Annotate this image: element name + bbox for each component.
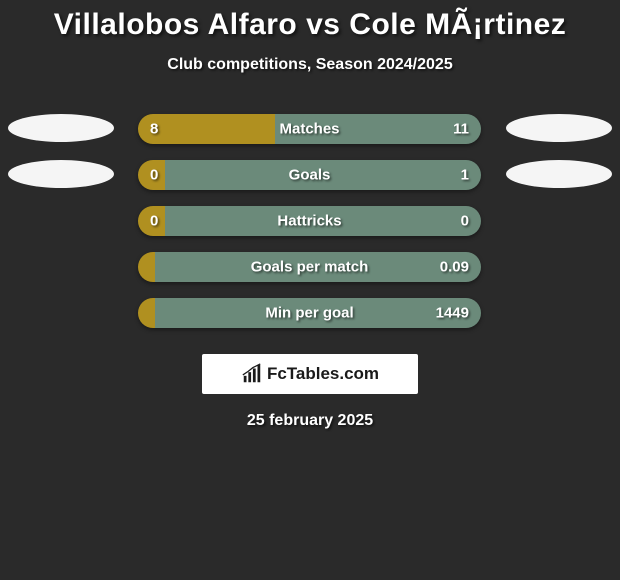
bar-chart-icon [241, 363, 263, 385]
stat-label: Goals per match [251, 259, 369, 276]
stat-row: 1449 Min per goal [0, 292, 620, 338]
stat-value-left: 0 [150, 213, 158, 230]
stat-seg-left [138, 298, 155, 328]
stat-bar: 0 1 Goals [138, 160, 481, 190]
left-team-marker [8, 114, 114, 142]
stat-value-right: 1449 [436, 305, 469, 322]
stat-seg-left: 0 [138, 160, 165, 190]
comparison-card: Villalobos Alfaro vs Cole MÃ¡rtinez Club… [0, 0, 620, 430]
stat-rows: 8 11 Matches 0 1 Goals 0 0 Hattricks 0.09 Goals pe… [0, 108, 620, 338]
stat-label: Min per goal [265, 305, 353, 322]
page-title: Villalobos Alfaro vs Cole MÃ¡rtinez [0, 8, 620, 42]
right-team-marker [506, 160, 612, 188]
stat-row: 8 11 Matches [0, 108, 620, 154]
stat-value-left: 8 [150, 121, 158, 138]
stat-row: 0 0 Hattricks [0, 200, 620, 246]
right-team-marker [506, 114, 612, 142]
stat-label: Matches [279, 121, 339, 138]
left-team-marker [8, 160, 114, 188]
stat-row: 0.09 Goals per match [0, 246, 620, 292]
stat-bar: 0 0 Hattricks [138, 206, 481, 236]
watermark-badge: FcTables.com [202, 354, 418, 394]
watermark-text: FcTables.com [267, 364, 379, 384]
stat-value-right: 0.09 [440, 259, 469, 276]
stat-seg-left: 8 [138, 114, 275, 144]
stat-row: 0 1 Goals [0, 154, 620, 200]
stat-bar: 8 11 Matches [138, 114, 481, 144]
stat-value-right: 11 [453, 121, 469, 138]
stat-seg-left [138, 252, 155, 282]
stat-value-right: 0 [461, 213, 469, 230]
stat-value-left: 0 [150, 167, 158, 184]
stat-value-right: 1 [461, 167, 469, 184]
snapshot-date: 25 february 2025 [0, 412, 620, 430]
stat-bar: 0.09 Goals per match [138, 252, 481, 282]
page-subtitle: Club competitions, Season 2024/2025 [0, 56, 620, 74]
stat-label: Hattricks [277, 213, 341, 230]
stat-label: Goals [289, 167, 331, 184]
stat-bar: 1449 Min per goal [138, 298, 481, 328]
stat-seg-left: 0 [138, 206, 165, 236]
